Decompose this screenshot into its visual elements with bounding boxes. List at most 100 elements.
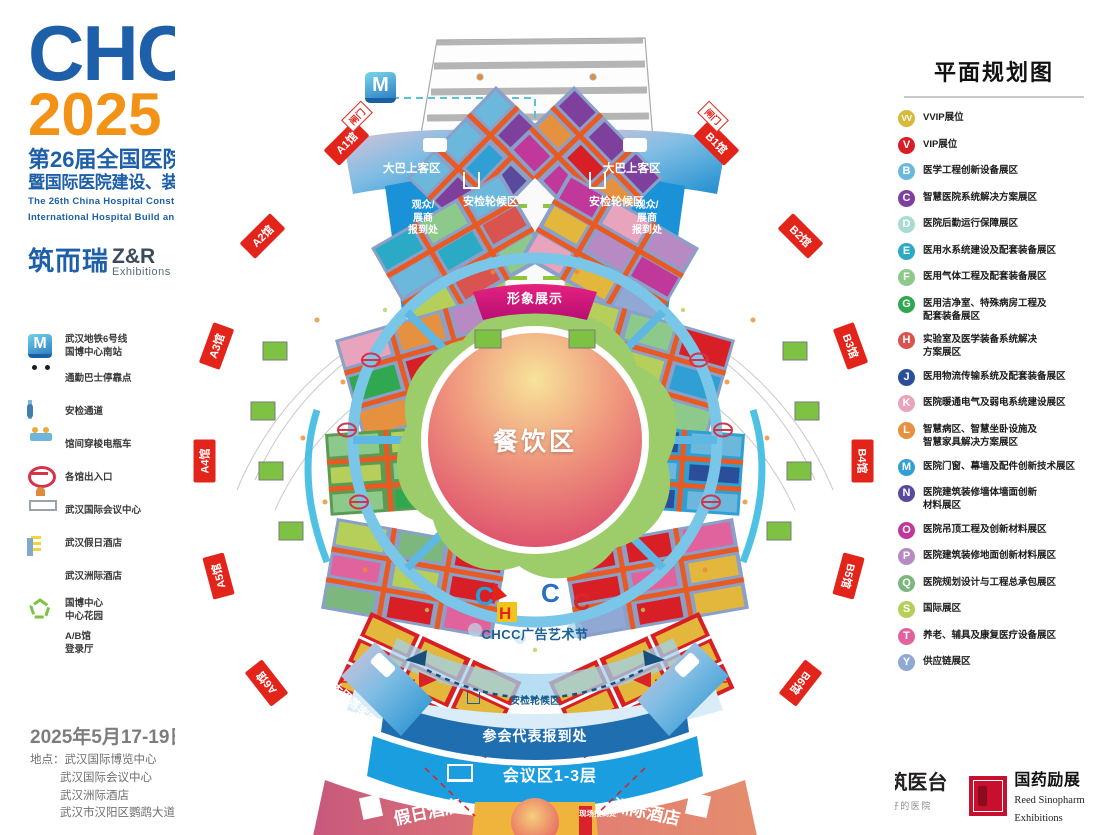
legend-label-conference-center: 武汉国际会议中心 [65,505,142,517]
zone-badge-k: K [898,395,915,413]
zone-legend-item-b[interactable]: B 医学工程创新设备展区 [898,163,1090,180]
address-line-1: 武汉国际博览中心 [64,754,157,766]
security-queue-right-icon [589,172,606,189]
zone-legend-item-d[interactable]: D 医院后勤运行保障展区 [898,216,1090,233]
zone-legend-item-c[interactable]: C 智慧医院系统解决方案展区 [898,189,1090,207]
vehicle-route-arrows [419,672,651,688]
shuttle-cart-icon [28,433,54,459]
zr-logo-cn: 筑而瑞 [28,245,110,276]
zone-label-y: 供应链展区 [923,656,971,668]
zone-label-o: 医院吊顶工程及创新材料展区 [923,523,1047,535]
zone-badge-v: V [898,136,915,154]
zone-badge-o: O [898,521,915,539]
zone-badge-s: S [898,601,915,619]
exhibition-floor-plan-map[interactable]: C H C C [175,10,895,835]
bus-pickup-right-icon [623,138,647,152]
hall-tag-A4[interactable]: A4馆 [193,439,216,483]
bus-dropoff-right-band [637,642,729,736]
holiday-inn-map-icon [358,794,384,820]
conference-subtitle-en: International Hospital Build and Infrast… [28,211,305,223]
hall-block-B2 [521,173,699,332]
hall-block-B5 [561,518,749,639]
lobby-icon [28,631,54,657]
legend-label-security-gate: 安检通道 [65,406,104,418]
zone-label-vv: VVIP展位 [923,112,964,123]
security-roundabout [511,798,559,835]
zone-legend-item-y[interactable]: Y 供应链展区 [898,654,1090,672]
zone-legend-item-f[interactable]: F 医用气体工程及配套装备展区 [898,269,1090,286]
zone-badge-q: Q [898,574,915,592]
zone-badge-g: G [898,295,915,313]
zone-legend-item-p[interactable]: P 医院建筑装修地面创新材料展区 [898,548,1090,566]
zr-logo-sub: Exhibitions [112,265,171,278]
zone-badge-f: F [898,269,915,286]
zone-badge-j: J [898,368,915,386]
hall-tag-B4[interactable]: B4馆 [851,439,874,483]
hotels-band [313,780,757,835]
zone-badge-y: Y [898,654,915,672]
reed-en-name-2: Exhibitions [1014,813,1063,824]
legend-label-holiday-inn: 武汉假日酒店 [65,538,123,550]
legend-item-shuttle-cart: 馆间穿梭电瓶车 [28,429,213,462]
zone-label-l: 智慧病区、智慧坐卧设施及 智慧家具解决方案展区 [923,423,1038,449]
zone-legend-item-m[interactable]: M 医院门窗、幕墙及配件创新技术展区 [898,458,1090,476]
zone-label-j: 医用物流传输系统及配套装备展区 [923,370,1066,382]
legend-item-metro: M 武汉地铁6号线 国博中心南站 [28,330,213,363]
zr-logo: 筑而瑞 Z&R Exhibitions [28,241,328,278]
zone-legend-item-n[interactable]: N 医院建筑装修墙体墙面创新 材料展区 [898,485,1090,512]
zone-label-k: 医院暖通电气及弱电系统建设展区 [923,397,1066,409]
zone-legend-item-l[interactable]: L 智慧病区、智慧坐卧设施及 智慧家具解决方案展区 [898,421,1090,449]
legend-label-lobby: A/B馆 登录厅 [65,631,94,655]
zone-legend-item-o[interactable]: O 医院吊顶工程及创新材料展区 [898,521,1090,539]
zone-legend-item-k[interactable]: K 医院暖通电气及弱电系统建设展区 [898,395,1090,413]
zone-badge-h: H [898,332,915,350]
legend-label-bus: 通勤巴士停靠点 [65,373,132,385]
zone-label-e: 医用水系统建设及配套装备展区 [923,244,1057,256]
reed-cn-name: 国药励展 [1014,772,1081,789]
address-line-3: 武汉洲际酒店 [60,789,129,802]
bus-pickup-left-icon [423,138,447,152]
zone-label-b: 医学工程创新设备展区 [923,165,1019,176]
security-gate-icon [28,399,54,426]
zone-label-n: 医院建筑装修墙体墙面创新 材料展区 [923,487,1038,512]
zone-legend-item-j[interactable]: J 医用物流传输系统及配套装备展区 [898,368,1090,386]
svg-text:H: H [499,604,511,623]
shuttle-route [304,408,766,564]
security-waiting-icon [467,692,480,704]
zone-legend-item-vv[interactable]: VV VVIP展位 [898,110,1090,127]
zone-badge-e: E [898,242,915,260]
outdoor-pavilions [250,329,820,541]
bus-icon [28,367,54,393]
event-date: 2025年5月17-19日 [30,727,189,748]
delegate-registration-band [381,702,689,760]
zone-legend-item-t[interactable]: T 养老、辅具及康复医疗设备展区 [898,627,1090,645]
legend-label-metro: 武汉地铁6号线 国博中心南站 [65,334,128,358]
map-icon-legend: M 武汉地铁6号线 国博中心南站 通勤巴士停靠点 安检通道 馆间穿梭电瓶车 各馆… [28,330,213,660]
ad-festival-dash [426,668,644,700]
zone-label-h: 实验室及医学装备系统解决 方案展区 [923,334,1038,359]
legend-item-intercontinental: 武汉洲际酒店 [28,561,213,594]
image-display-banner [473,284,597,320]
zone-label-g: 医用洁净室、特殊病房工程及 配套装备展区 [923,297,1047,322]
decorative-dots [300,269,770,653]
brand-year: 2025 [28,80,162,148]
zone-legend-item-h[interactable]: H 实验室及医学装备系统解决 方案展区 [898,332,1090,359]
zone-label-q: 医院规划设计与工程总承包展区 [923,576,1057,588]
zone-badge-d: D [898,216,915,233]
zone-legend-item-g[interactable]: G 医用洁净室、特殊病房工程及 配套装备展区 [898,295,1090,323]
zone-badge-p: P [898,548,915,566]
address-line-2: 武汉国际会议中心 [60,771,152,784]
zone-legend-item-v[interactable]: V VIP展位 [898,136,1090,154]
conference-center-icon [28,499,54,525]
zone-label-d: 医院后勤运行保障展区 [923,218,1019,229]
zone-legend-item-e[interactable]: E 医用水系统建设及配套装备展区 [898,242,1090,260]
zhu-cn-name: 筑医台 [887,772,948,794]
zone-legend-item-q[interactable]: Q 医院规划设计与工程总承包展区 [898,574,1090,592]
event-address: 地点：武汉国际博览中心 武汉国际会议中心 武汉洲际酒店 武汉市汉阳区鹦鹉大道61… [30,752,194,823]
zone-label-c: 智慧医院系统解决方案展区 [923,191,1038,203]
reed-en-name-1: Reed Sinopharm [1014,795,1085,806]
zone-legend-item-s[interactable]: S 国际展区 [898,601,1090,619]
intercontinental-icon [28,565,54,591]
map-svg[interactable]: C H C C [175,10,895,835]
reed-seal-icon [969,776,1008,816]
